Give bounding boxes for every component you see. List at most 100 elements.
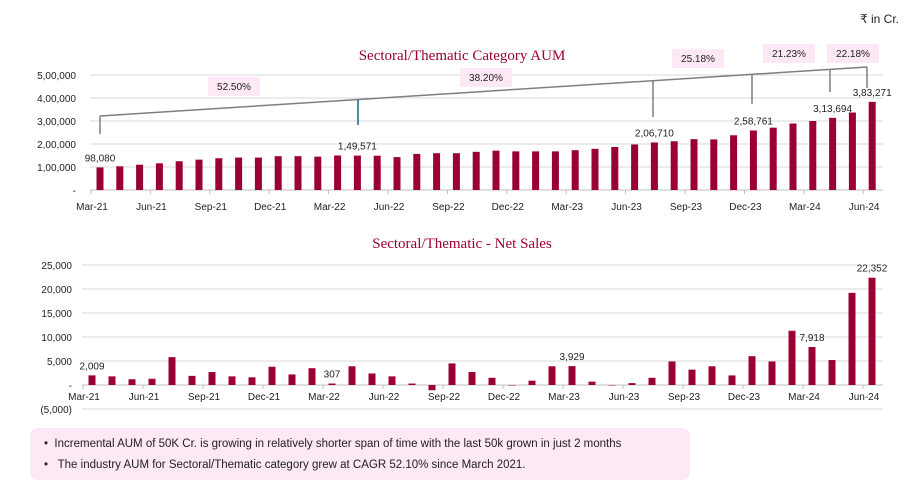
chart-0-bar-Mar-23 — [571, 150, 579, 190]
chart-0-x-tick-label: Jun-23 — [611, 202, 642, 213]
chart-0-bar-Dec-21 — [274, 156, 282, 190]
chart-1-y-tick-label: 5,000 — [47, 357, 72, 368]
chart-1-bar-Dec-22 — [508, 385, 516, 386]
chart-0-bar-Oct-21 — [235, 157, 243, 190]
chart-1-x-tick-label: Mar-22 — [308, 392, 340, 403]
chart-0-x-tick-label: Jun-21 — [136, 202, 167, 213]
chart-1-bar-Jan-23 — [528, 380, 536, 385]
chart-0-bar-Nov-23 — [730, 135, 738, 190]
note-1: • Incremental AUM of 50K Cr. is growing … — [44, 438, 622, 450]
chart-1-bar-May-22 — [368, 373, 376, 385]
chart-1-y-tick-label: 10,000 — [41, 333, 72, 344]
chart-0-bar-Mar-22 — [334, 155, 342, 190]
chart-1-x-tick-label: Mar-24 — [788, 392, 820, 403]
chart-0-x-tick-label: Dec-22 — [492, 202, 525, 213]
chart-0-bar-May-21 — [136, 164, 144, 190]
chart-0-y-tick-label: 3,00,000 — [37, 117, 76, 128]
chart-0-bar-Jun-23 — [631, 144, 639, 190]
chart-1-bar-Aug-23 — [668, 361, 676, 385]
chart-1-bar-Nov-22 — [488, 377, 496, 385]
chart-0-y-tick-label: 1,00,000 — [37, 163, 76, 174]
chart-1-bar-Oct-23 — [708, 366, 716, 385]
chart-0-bar-Jul-23 — [650, 142, 658, 190]
growth-label-box — [460, 68, 512, 87]
chart-1-bar-Apr-23 — [588, 381, 596, 385]
growth-label: 21.23% — [772, 49, 806, 60]
chart-0-bar-Aug-23 — [670, 141, 678, 190]
growth-label-box — [672, 49, 724, 68]
chart-1-x-tick-label: Dec-23 — [728, 392, 761, 403]
chart-0-x-tick-label: Sep-23 — [670, 202, 703, 213]
chart-1-bar-Jun-22 — [388, 376, 396, 385]
chart-0-bar-Jan-24 — [769, 127, 777, 190]
chart-0-x-tick-label: Sep-22 — [432, 202, 465, 213]
chart-1-bar-Sep-21 — [208, 372, 216, 385]
chart-0-bar-May-22 — [373, 155, 381, 190]
chart-1-x-tick-label: Sep-21 — [188, 392, 221, 403]
chart-1-bar-Sep-23 — [688, 369, 696, 385]
chart-0-x-tick-label: Mar-22 — [314, 202, 346, 213]
chart-0-x-tick-label: Mar-23 — [551, 202, 583, 213]
chart-1-y-tick-label: - — [69, 381, 72, 392]
chart-1-x-tick-label: Dec-21 — [248, 392, 281, 403]
chart-1-x-tick-label: Sep-22 — [428, 392, 461, 403]
growth-trendline — [99, 66, 868, 117]
chart-0-bar-Nov-21 — [254, 157, 262, 190]
notes-box: • Incremental AUM of 50K Cr. is growing … — [30, 428, 690, 480]
chart-0-x-tick-label: Jun-22 — [374, 202, 405, 213]
growth-label: 38.20% — [469, 73, 503, 84]
growth-label: 25.18% — [681, 54, 715, 65]
chart-0-x-tick-label: Dec-21 — [254, 202, 287, 213]
chart-0-bar-Jul-21 — [175, 161, 183, 190]
chart-0-bar-Sep-23 — [690, 139, 698, 190]
chart-0-x-tick-label: Mar-21 — [76, 202, 108, 213]
note-2-text: The industry AUM for Sectoral/Thematic c… — [57, 459, 526, 471]
chart-1-bar-Jan-22 — [288, 374, 296, 385]
growth-label-box — [763, 44, 815, 63]
chart-1-bar-Dec-21 — [268, 366, 276, 385]
note-2: • The industry AUM for Sectoral/Thematic… — [44, 459, 526, 471]
chart-0-bar-Sep-21 — [215, 158, 223, 190]
chart-0-bar-Sep-22 — [452, 153, 460, 190]
chart-1-bar-Nov-21 — [248, 377, 256, 385]
growth-label-box — [208, 77, 260, 96]
chart-1-bar-Sep-22 — [448, 363, 456, 385]
unit-label: ₹ in Cr. — [860, 12, 899, 26]
chart-0-bar-Feb-23 — [551, 151, 559, 190]
chart-0-bar-Jun-22 — [393, 157, 401, 190]
chart-1-bar-Jun-24 — [868, 277, 876, 385]
chart-0-bar-Feb-22 — [314, 156, 322, 190]
chart-0-bar-Apr-23 — [591, 148, 599, 190]
growth-label-box — [827, 44, 879, 63]
chart-0-x-tick-label: Mar-24 — [789, 202, 821, 213]
chart-1-x-tick-label: Jun-22 — [369, 392, 400, 403]
chart-0-bar-Aug-21 — [195, 159, 203, 190]
chart-0-bar-Jun-24 — [868, 101, 876, 190]
chart-1-bar-May-24 — [848, 292, 856, 385]
chart-1-bar-Apr-21 — [108, 376, 116, 385]
chart-1-bar-Jul-23 — [648, 377, 656, 385]
chart-1-y-tick-label: 25,000 — [41, 261, 72, 272]
chart-0-x-tick-label: Dec-23 — [729, 202, 762, 213]
chart-1-y-tick-label: (5,000) — [40, 405, 72, 416]
chart-0-bar-Jan-23 — [532, 151, 540, 190]
chart-0-bar-Jan-22 — [294, 156, 302, 190]
chart-0-data-label: 2,58,761 — [734, 116, 773, 127]
chart-0-x-tick-label: Jun-24 — [849, 202, 880, 213]
chart-0-data-label: 3,13,694 — [813, 104, 852, 115]
chart-0-bar-Apr-22 — [353, 155, 361, 190]
chart-0-bar-Aug-22 — [433, 153, 441, 190]
chart-1-title: Sectoral/Thematic - Net Sales — [372, 236, 552, 252]
chart-1-bar-Mar-23 — [568, 366, 576, 385]
chart-0-bar-Oct-22 — [472, 151, 480, 190]
chart-1-data-label: 7,918 — [799, 333, 824, 344]
chart-1-data-label: 3,929 — [559, 352, 584, 363]
chart-1-bar-Oct-21 — [228, 376, 236, 385]
chart-1-bar-Jan-24 — [768, 361, 776, 385]
chart-0-bar-May-24 — [848, 112, 856, 190]
chart-1-bar-May-21 — [128, 379, 136, 385]
chart-0-bar-Jul-22 — [413, 153, 421, 190]
chart-1-bar-Mar-22 — [328, 383, 336, 385]
